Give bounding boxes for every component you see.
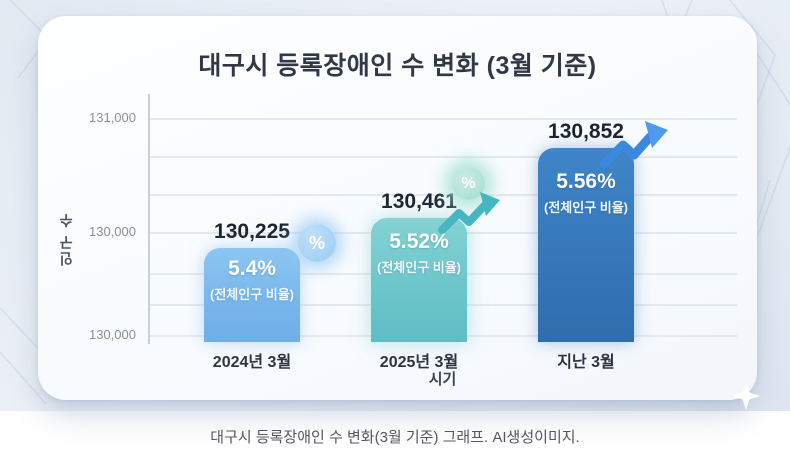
bar-2025: 5.52% (전체인구 비율) [371, 218, 467, 342]
percent-badge-icon: % [452, 167, 485, 200]
bar-2024: 5.4% (전체인구 비율) [204, 248, 300, 342]
bar-percent-2024: 5.4% [228, 257, 276, 280]
trend-up-arrow-icon [438, 192, 500, 234]
gridline [149, 194, 737, 196]
x-tick-last-march: 지난 3월 [557, 354, 615, 371]
x-tick-2024: 2024년 3월 [212, 354, 292, 371]
y-tick-middle: 130,000 [89, 224, 136, 239]
bar-percent-sublabel-last-march: (전체인구 비율) [543, 200, 629, 215]
bar-percent-sublabel-2024: (전체인구 비율) [209, 287, 295, 302]
y-tick-bottom: 130,000 [89, 327, 136, 342]
gridline [149, 118, 737, 120]
chart-title: 대구시 등록장애인 수 변화 (3월 기준) [198, 52, 597, 80]
bar-value-last-march: 130,852 [548, 120, 624, 143]
bar-percent-last-march: 5.56% [556, 170, 616, 193]
x-tick-2025: 2025년 3월 [379, 354, 459, 371]
x-axis-title: 시기 [428, 371, 457, 388]
percent-badge-icon: % [298, 224, 336, 262]
trend-up-arrow-icon [599, 121, 668, 169]
y-axis-line [148, 94, 150, 344]
y-tick-top: 131,000 [89, 110, 136, 125]
image-caption: 대구시 등록장애인 수 변화(3월 기준) 그래프. AI생성이미지. [210, 429, 580, 446]
bar-value-2025: 130,461 [381, 190, 457, 213]
bar-last-march: 5.56% (전체인구 비율) [538, 148, 634, 342]
bar-percent-sublabel-2025: (전체인구 비율) [376, 260, 462, 275]
chart-card: 대구시 등록장애인 수 변화 (3월 기준) 131,000 130,000 1… [38, 16, 760, 410]
bar-percent-2025: 5.52% [389, 230, 449, 253]
sparkle-icon [732, 382, 760, 410]
y-axis-title: 인구 수 [58, 212, 74, 266]
bar-value-2024: 130,225 [214, 220, 290, 243]
gridline [149, 156, 737, 158]
